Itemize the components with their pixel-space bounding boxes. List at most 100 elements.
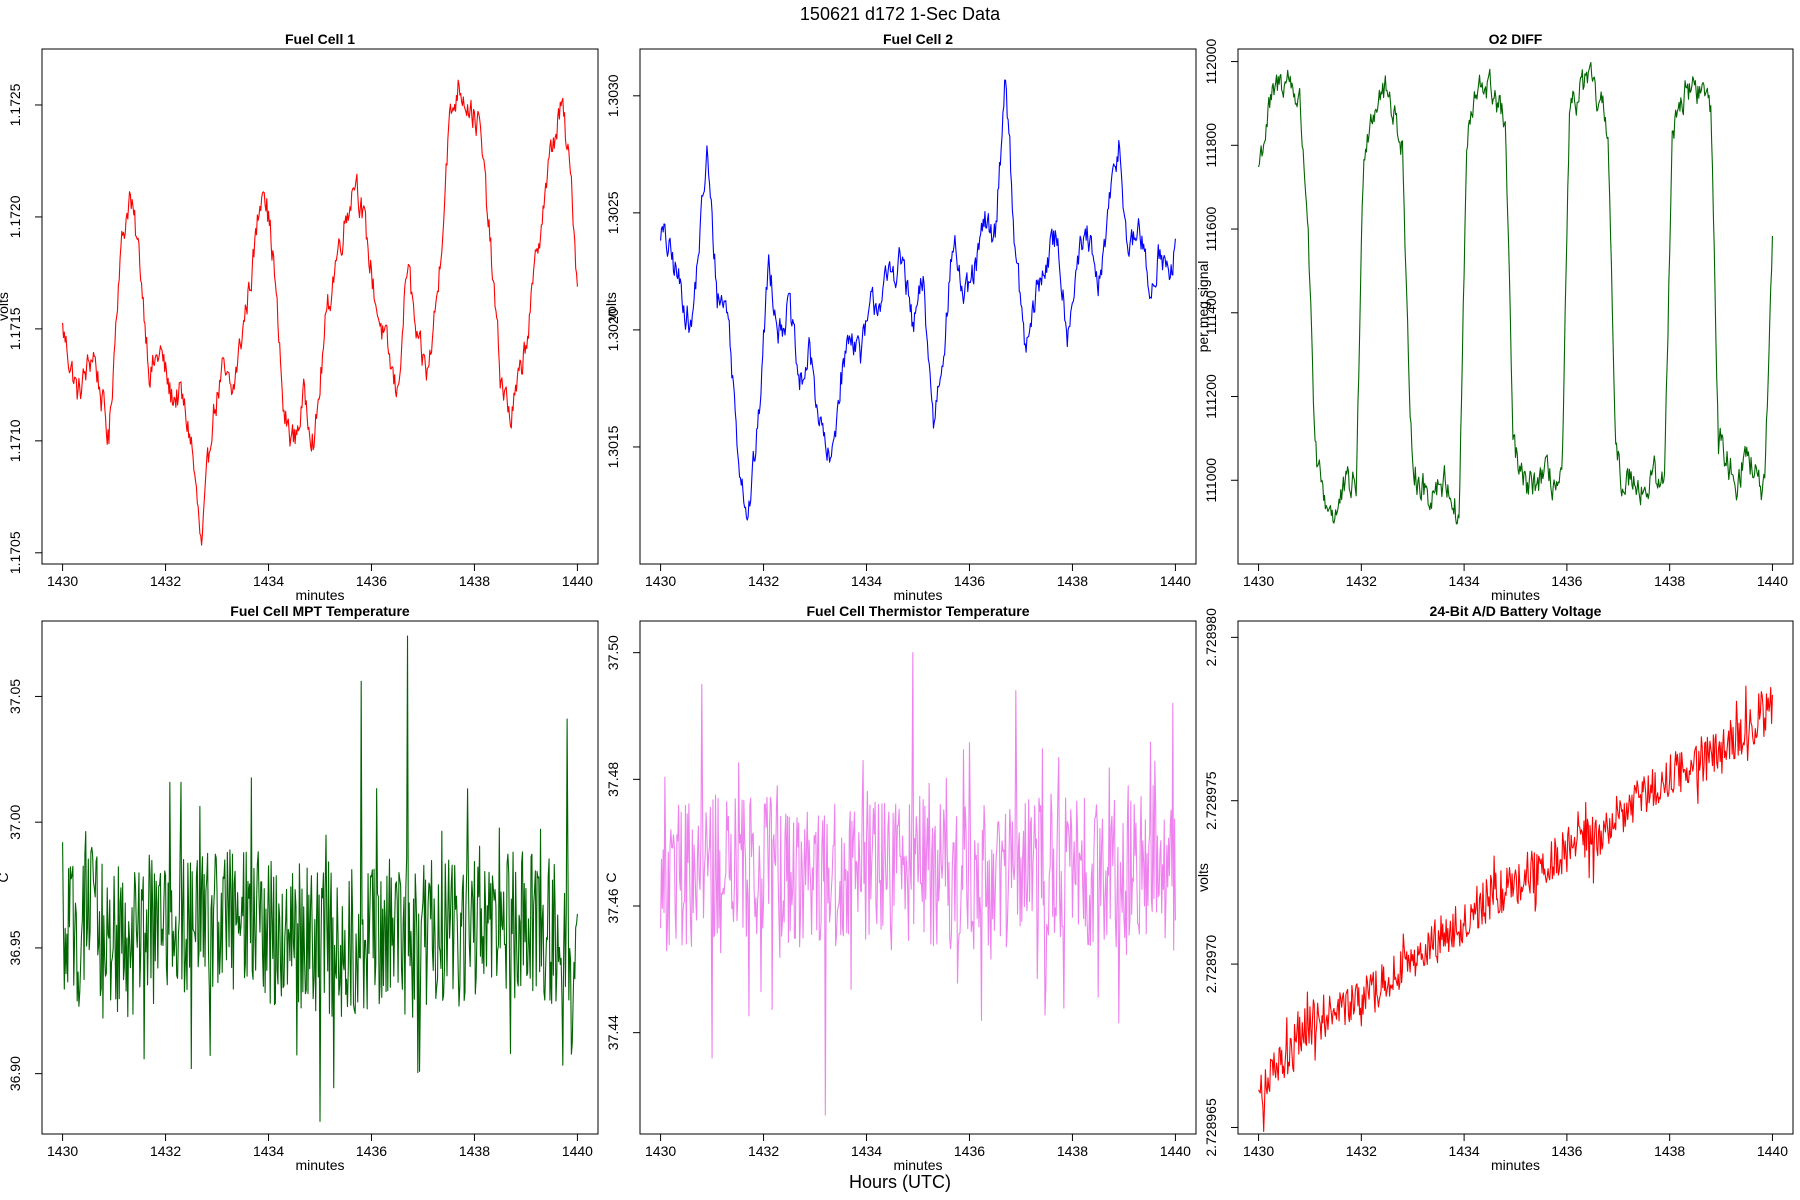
x-tick-label: 1440 (1757, 573, 1788, 589)
panel-title: Fuel Cell 1 (285, 31, 355, 47)
y-tick-label: 36.95 (7, 930, 23, 965)
x-tick-label: 1440 (1160, 1143, 1191, 1159)
x-tick-label: 1438 (459, 573, 490, 589)
x-tick-label: 1432 (150, 573, 181, 589)
figure-title: 150621 d172 1-Sec Data (800, 4, 1001, 24)
x-tick-label: 1436 (356, 1143, 387, 1159)
y-tick-label: 111800 (1203, 123, 1219, 168)
y-tick-label: 1.3020 (605, 308, 621, 351)
chart-panel: O2 DIFF 1430 1432 1434 1436 1438 1440 minutes 11… (1195, 31, 1794, 603)
y-tick-label: 37.05 (7, 679, 23, 714)
y-tick-label: 2.728980 (1203, 608, 1219, 667)
series-line (660, 652, 1176, 1116)
x-tick-label: 1432 (748, 573, 779, 589)
x-tick-label: 1430 (1243, 573, 1274, 589)
figure-xlabel: Hours (UTC) (849, 1172, 951, 1192)
x-tick-label: 1430 (645, 573, 676, 589)
x-axis-label: minutes (1491, 587, 1540, 603)
x-tick-label: 1438 (1057, 573, 1088, 589)
chart-panel: Fuel Cell 2 1430 1432 1434 1436 1438 1440 minut… (603, 31, 1197, 603)
x-tick-label: 1432 (1346, 1143, 1377, 1159)
chart-panel: Fuel Cell 1 1430 1432 1434 1436 1438 1440 minut… (0, 31, 599, 603)
x-tick-label: 1436 (954, 573, 985, 589)
x-tick-label: 1434 (253, 1143, 284, 1159)
x-axis-label: minutes (893, 1157, 942, 1173)
x-tick-label: 1434 (253, 573, 284, 589)
x-tick-label: 1436 (954, 1143, 985, 1159)
x-tick-label: 1432 (1346, 573, 1377, 589)
y-tick-label: 2.728965 (1203, 1098, 1219, 1157)
x-axis-label: minutes (1491, 1157, 1540, 1173)
y-tick-label: 1.1725 (7, 83, 23, 126)
y-tick-label: 37.48 (605, 762, 621, 797)
panel-title: Fuel Cell 2 (883, 31, 953, 47)
y-tick-label: 2.728970 (1203, 935, 1219, 994)
y-tick-label: 1.1715 (7, 307, 23, 350)
x-tick-label: 1440 (562, 1143, 593, 1159)
series-line (62, 79, 578, 546)
x-tick-label: 1438 (459, 1143, 490, 1159)
x-tick-label: 1434 (851, 573, 882, 589)
x-tick-label: 1438 (1654, 573, 1685, 589)
x-tick-label: 1436 (1551, 1143, 1582, 1159)
y-tick-label: 111200 (1203, 374, 1219, 419)
y-axis-label: volts (1195, 863, 1211, 892)
chart-panel: Fuel Cell Thermistor Temperature 1430 1432… (603, 603, 1197, 1173)
plot-frame (1237, 620, 1794, 1135)
series-line (1258, 61, 1773, 525)
y-tick-label: 1.3015 (605, 425, 621, 468)
y-tick-label: 111400 (1203, 290, 1219, 335)
panel-title: Fuel Cell Thermistor Temperature (806, 603, 1029, 619)
y-axis-label: volts (603, 292, 619, 321)
panel-title: Fuel Cell MPT Temperature (230, 603, 410, 619)
plot-frame (41, 48, 599, 565)
chart-panel: Fuel Cell MPT Temperature 1430 1432 1434 143… (0, 603, 599, 1173)
panel-title: O2 DIFF (1489, 31, 1543, 47)
y-tick-label: 1.1720 (7, 195, 23, 238)
x-tick-label: 1440 (562, 573, 593, 589)
y-tick-label: 1.1710 (7, 419, 23, 462)
x-tick-label: 1430 (645, 1143, 676, 1159)
x-tick-label: 1430 (47, 1143, 78, 1159)
x-axis-label: minutes (295, 587, 344, 603)
y-tick-label: 1.1705 (7, 531, 23, 574)
y-axis-label: per meg signal (1195, 261, 1211, 353)
y-tick-label: 1.3025 (605, 191, 621, 234)
y-tick-label: 37.50 (605, 635, 621, 670)
y-tick-label: 111600 (1203, 207, 1219, 252)
x-tick-label: 1436 (1551, 573, 1582, 589)
y-tick-label: 37.44 (605, 1015, 621, 1050)
x-tick-label: 1430 (47, 573, 78, 589)
y-axis-label: C (603, 872, 619, 882)
y-tick-label: 1.3030 (605, 74, 621, 117)
x-axis-label: minutes (295, 1157, 344, 1173)
chart-panels: Fuel Cell 1 1430 1432 1434 1436 1438 1440 minut… (0, 31, 1794, 1173)
plot-frame (1237, 48, 1794, 565)
x-tick-label: 1436 (356, 573, 387, 589)
x-tick-label: 1434 (851, 1143, 882, 1159)
x-tick-label: 1432 (150, 1143, 181, 1159)
x-tick-label: 1438 (1057, 1143, 1088, 1159)
x-tick-label: 1434 (1449, 1143, 1480, 1159)
y-tick-label: 36.90 (7, 1056, 23, 1091)
y-tick-label: 37.46 (605, 888, 621, 923)
y-axis-label: C (0, 872, 11, 882)
chart-panel: 24-Bit A/D Battery Voltage 1430 1432 1434 14… (1195, 603, 1794, 1173)
x-tick-label: 1432 (748, 1143, 779, 1159)
y-tick-label: 2.728975 (1203, 771, 1219, 830)
series-line (1258, 685, 1773, 1133)
y-tick-label: 37.00 (7, 804, 23, 839)
x-tick-label: 1438 (1654, 1143, 1685, 1159)
x-tick-label: 1440 (1757, 1143, 1788, 1159)
x-axis-label: minutes (893, 587, 942, 603)
x-tick-label: 1434 (1449, 573, 1480, 589)
y-tick-label: 112000 (1203, 39, 1219, 85)
x-tick-label: 1430 (1243, 1143, 1274, 1159)
y-axis-label: volts (0, 292, 11, 321)
series-line (660, 79, 1176, 521)
x-tick-label: 1440 (1160, 573, 1191, 589)
y-tick-label: 111000 (1203, 458, 1219, 503)
series-line (62, 635, 578, 1122)
panel-title: 24-Bit A/D Battery Voltage (1430, 603, 1602, 619)
